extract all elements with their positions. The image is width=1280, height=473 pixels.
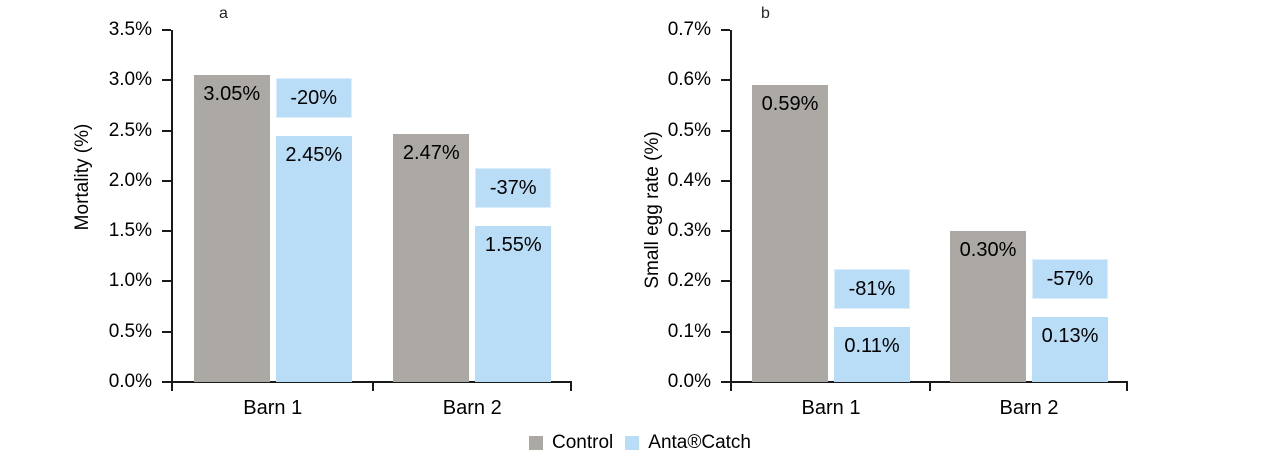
bar-control: [950, 231, 1026, 382]
x-axis-tick: [730, 383, 732, 391]
y-axis-line: [171, 30, 173, 384]
y-tick-label: 1.5%: [108, 220, 152, 242]
y-tick-label: 0.1%: [667, 320, 711, 342]
bar-value-label: 1.55%: [484, 234, 542, 257]
bar-value-label: 2.45%: [285, 143, 343, 166]
y-axis-title: Small egg rate (%): [642, 131, 663, 289]
bar-control: [393, 133, 470, 382]
y-axis-tick: [721, 381, 730, 383]
y-tick-label: 1.0%: [108, 270, 152, 292]
bar-value-label: 0.30%: [959, 239, 1017, 262]
change-label-box: -37%: [475, 168, 552, 209]
bar-antacatch: [834, 326, 910, 382]
panel-letter: b: [761, 5, 770, 22]
y-axis-tick: [721, 129, 730, 132]
y-axis-tick: [721, 330, 730, 333]
control-swatch-icon: [529, 436, 544, 450]
y-axis-tick: [721, 280, 730, 283]
bar-value-label: 0.59%: [761, 93, 819, 116]
y-tick-label: 0.3%: [667, 220, 711, 242]
category-label: Barn 2: [442, 397, 502, 419]
y-axis-tick: [162, 280, 171, 283]
antacatch-swatch-icon: [625, 436, 640, 450]
x-axis-tick: [371, 383, 374, 391]
x-axis-tick: [171, 383, 173, 391]
bar-antacatch: [1032, 316, 1108, 382]
y-tick-label: 0.5%: [667, 119, 711, 141]
y-axis-tick: [721, 79, 730, 82]
x-axis-tick: [1126, 383, 1128, 391]
y-axis-line: [730, 30, 732, 384]
category-label: Barn 1: [801, 397, 861, 419]
change-label-box: -81%: [834, 268, 910, 309]
y-tick-label: 0.0%: [108, 371, 152, 392]
x-axis-line: [171, 381, 572, 383]
y-tick-label: 0.7%: [667, 19, 711, 40]
y-tick-label: 0.5%: [108, 320, 152, 342]
legend-item-control: Control: [529, 432, 613, 454]
y-axis-tick: [162, 79, 171, 82]
x-axis-tick: [929, 383, 931, 391]
legend-item-antacatch: Anta®Catch: [625, 432, 751, 454]
y-tick-label: 0.2%: [667, 270, 711, 292]
legend-label: Control: [552, 432, 614, 453]
bar-antacatch: [275, 135, 352, 382]
change-label-box: -20%: [275, 77, 352, 118]
y-axis-tick: [162, 330, 171, 333]
y-tick-label: 3.5%: [108, 19, 152, 40]
bar-value-label: 0.11%: [844, 334, 900, 357]
x-axis-line: [730, 381, 1128, 383]
category-label: Barn 1: [243, 397, 303, 419]
bar-value-label: 2.47%: [402, 141, 460, 164]
bar-control: [193, 75, 270, 382]
y-tick-label: 0.4%: [667, 169, 711, 191]
panel-letter: a: [219, 5, 228, 22]
y-tick-label: 0.0%: [667, 371, 711, 392]
bar-value-label: 0.13%: [1041, 324, 1099, 347]
legend: Control Anta®Catch: [0, 429, 1280, 457]
y-axis-tick: [721, 230, 730, 233]
y-axis-tick: [162, 381, 171, 383]
bar-control: [752, 85, 828, 382]
y-axis-tick: [162, 230, 171, 233]
y-axis-tick: [162, 129, 171, 132]
y-axis-tick: [162, 29, 171, 31]
y-axis-tick: [721, 29, 730, 31]
bar-value-label: 3.05%: [203, 83, 261, 106]
change-label-box: -57%: [1032, 258, 1108, 299]
x-axis-tick: [570, 383, 572, 391]
y-axis-tick: [162, 179, 171, 182]
y-tick-label: 2.5%: [108, 119, 152, 141]
y-axis-tick: [721, 179, 730, 182]
category-label: Barn 2: [999, 397, 1059, 419]
y-tick-label: 0.6%: [667, 69, 711, 91]
y-tick-label: 3.0%: [108, 69, 152, 91]
legend-label: Anta®Catch: [648, 432, 751, 453]
bar-antacatch: [475, 226, 552, 382]
y-tick-label: 2.0%: [108, 169, 152, 191]
